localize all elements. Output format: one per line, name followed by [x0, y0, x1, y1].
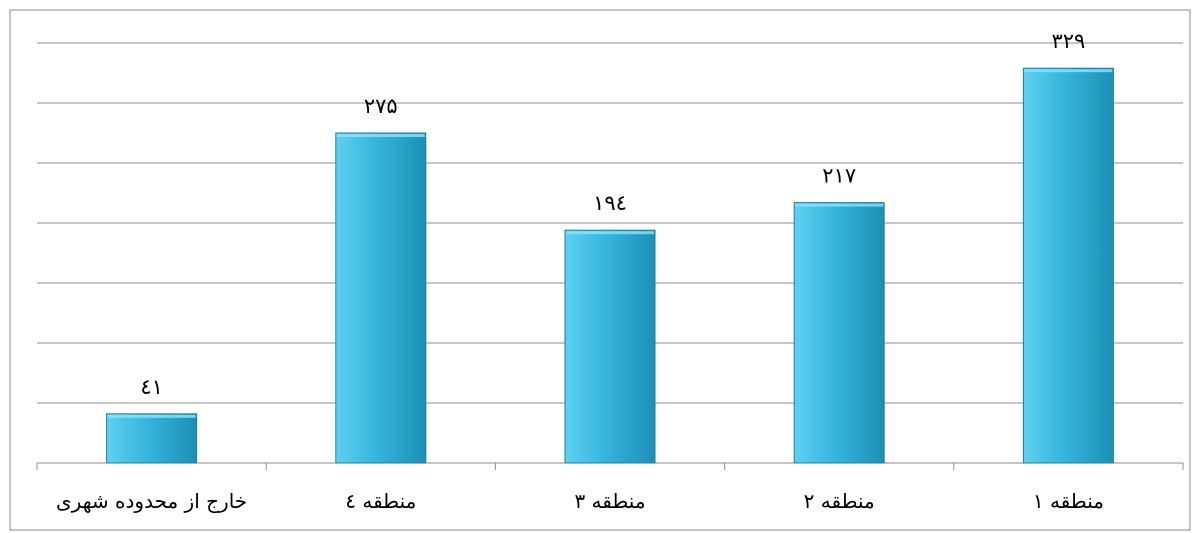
bar-data-label: ۲۷۵	[364, 94, 398, 118]
bar-highlight	[107, 414, 196, 418]
x-tick-label: منطقه ۲	[804, 489, 875, 513]
chart-frame	[9, 9, 1191, 531]
bar-highlight	[1024, 69, 1113, 73]
bar	[1022, 67, 1114, 464]
bar-highlight	[566, 231, 654, 235]
bar-data-label: ۱۹٤	[593, 191, 627, 215]
bar	[106, 413, 198, 464]
x-tick-label: خارج از محدوده شهری	[56, 489, 247, 513]
bars	[106, 67, 1114, 464]
bar	[793, 202, 885, 464]
data-labels: ۳۲۹ ۲۱۷ ۱۹٤ ۲۷۵ ٤۱	[140, 29, 1085, 399]
category-labels: منطقه ۱ منطقه ۲ منطقه ۳ منطقه ٤ خارج از محدو…	[56, 489, 1104, 513]
bar	[564, 229, 656, 464]
x-tick-label: منطقه ۳	[574, 489, 645, 513]
bar-highlight	[795, 203, 884, 207]
bar-data-label: ٤۱	[140, 375, 163, 399]
x-tick-label: منطقه ۱	[1033, 489, 1104, 513]
bar	[335, 132, 427, 464]
x-tick-label: منطقه ٤	[345, 489, 416, 513]
bar-highlight	[336, 134, 425, 137]
bar-data-label: ۳۲۹	[1051, 29, 1085, 53]
bar-data-label: ۲۱۷	[822, 164, 856, 188]
